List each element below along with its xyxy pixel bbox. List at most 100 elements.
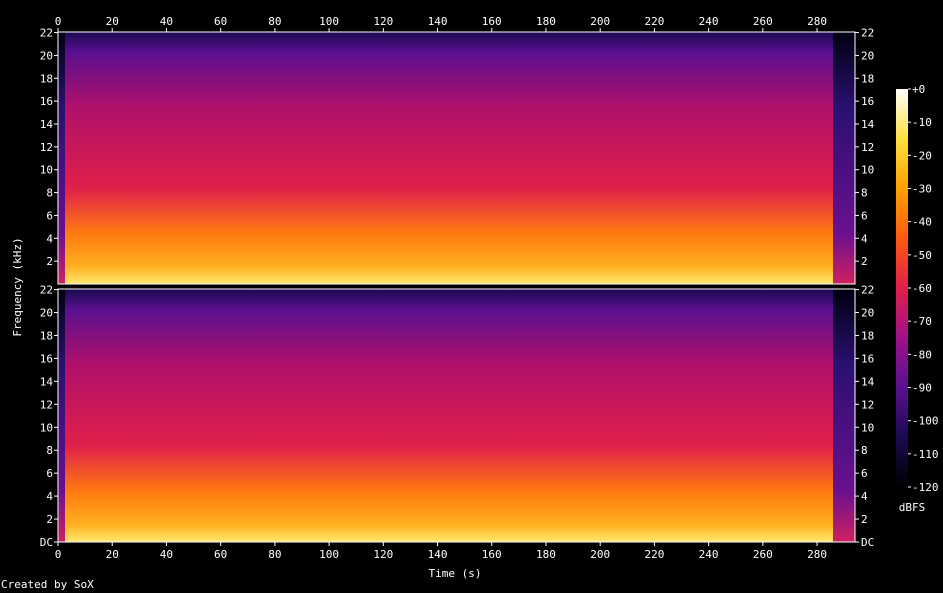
colorbar-tick-label: -100: [912, 415, 939, 428]
x-tick-bottom-label: 60: [214, 548, 227, 561]
x-tick-bottom-label: 100: [319, 548, 339, 561]
x-tick-top-label: 180: [536, 15, 556, 28]
y-tick-left-label: 12: [40, 398, 53, 411]
y-tick-right-label: 22: [861, 27, 874, 40]
y-tick-right-label: 4: [861, 490, 868, 503]
x-tick-bottom-label: 220: [644, 548, 664, 561]
y-tick-right-label: 22: [861, 284, 874, 297]
y-tick-left-label: 4: [46, 232, 53, 245]
x-tick-bottom-label: 80: [268, 548, 281, 561]
y-tick-right-label: 2: [861, 513, 868, 526]
y-tick-left-label: 20: [40, 307, 53, 320]
channel-2-quiet-intro: [58, 289, 65, 542]
y-axis-label: Frequency (kHz): [11, 237, 24, 336]
y-tick-left-label: 2: [46, 255, 53, 268]
x-tick-top-label: 40: [160, 15, 173, 28]
x-tick-bottom-label: 120: [373, 548, 393, 561]
colorbar-tick-label: +0: [912, 83, 925, 96]
y-tick-right-label: 18: [861, 72, 874, 85]
channel-2-frame: [57, 288, 856, 543]
y-tick-left-label: 16: [40, 95, 53, 108]
x-tick-bottom-label: 160: [482, 548, 502, 561]
y-tick-left-label: 18: [40, 72, 53, 85]
y-tick-right-label: 16: [861, 95, 874, 108]
colorbar-tick-label: -110: [912, 448, 939, 461]
y-tick-left-label: 16: [40, 352, 53, 365]
y-tick-right-label: 6: [861, 467, 868, 480]
x-tick-top-label: 20: [106, 15, 119, 28]
x-tick-top-label: 200: [590, 15, 610, 28]
colorbar-tick-label: -70: [912, 315, 932, 328]
x-tick-bottom-label: 280: [807, 548, 827, 561]
x-tick-bottom-label: 200: [590, 548, 610, 561]
x-tick-top-label: 100: [319, 15, 339, 28]
x-tick-bottom-label: 0: [55, 548, 62, 561]
y-tick-right-label: 2: [861, 255, 868, 268]
x-tick-bottom-label: 140: [428, 548, 448, 561]
y-tick-left-label: 22: [40, 27, 53, 40]
y-tick-right-label: 8: [861, 187, 868, 200]
y-tick-right-label: 12: [861, 141, 874, 154]
x-tick-top-label: 80: [268, 15, 281, 28]
y-tick-left-label: 8: [46, 187, 53, 200]
colorbar-tick-label: -120: [912, 481, 939, 494]
channel-2-quiet-outro: [833, 289, 855, 542]
channel-1-quiet-intro: [58, 32, 65, 284]
x-tick-bottom-label: 240: [699, 548, 719, 561]
y-tick-right-label: 18: [861, 329, 874, 342]
y-tick-right-label: 20: [861, 307, 874, 320]
channel-2-spectrogram: [58, 289, 855, 542]
y-tick-right-label: 16: [861, 352, 874, 365]
y-tick-left-label: 22: [40, 284, 53, 297]
y-tick-right-label: 14: [861, 118, 875, 131]
channel-1-quiet-outro: [833, 32, 855, 284]
y-tick-right-label: 6: [861, 209, 868, 222]
colorbar-tick-label: -90: [912, 382, 932, 395]
x-tick-bottom-label: 20: [106, 548, 119, 561]
colorbar-tick-label: -50: [912, 249, 932, 262]
colorbar-gradient: [896, 89, 908, 487]
channel-1-frame: [57, 31, 856, 285]
x-tick-top-label: 60: [214, 15, 227, 28]
y-tick-right-label: 14: [861, 375, 875, 388]
colorbar-label: dBFS: [899, 501, 926, 514]
colorbar-tick-label: -60: [912, 282, 932, 295]
colorbar-tick-label: -10: [912, 116, 932, 129]
y-tick-right-label: 10: [861, 164, 874, 177]
y-tick-right-label: 10: [861, 421, 874, 434]
x-tick-bottom-label: 260: [753, 548, 773, 561]
y-tick-left-label: 6: [46, 467, 53, 480]
x-tick-top-label: 260: [753, 15, 773, 28]
x-tick-top-label: 0: [55, 15, 62, 28]
y-tick-right-label: 20: [861, 49, 874, 62]
channel-1-plot: [57, 31, 856, 285]
x-axis-top: 0 20 40 60 80 100 120 140 160 180 200 220 240 260 280: [55, 15, 827, 32]
credit-text: Created by SoX: [1, 578, 94, 591]
y-tick-right-label: 8: [861, 444, 868, 457]
colorbar-tick-label: -30: [912, 183, 932, 196]
x-tick-top-label: 160: [482, 15, 502, 28]
y-tick-right-label: 4: [861, 232, 868, 245]
colorbar-tick-label: -80: [912, 348, 932, 361]
y-tick-left-label: 4: [46, 490, 53, 503]
y-tick-left-label: 18: [40, 329, 53, 342]
y-tick-left-label: 14: [40, 375, 54, 388]
y-tick-left-label: 12: [40, 141, 53, 154]
x-tick-bottom-label: 180: [536, 548, 556, 561]
x-tick-top-label: 280: [807, 15, 827, 28]
y-tick-left-label: 10: [40, 164, 53, 177]
x-axis-bottom: 0 20 40 60 80 100 120 140 160 180 200 220 240 260 280: [55, 542, 827, 561]
y-tick-right-label: DC: [861, 536, 874, 549]
y-tick-left-label: 14: [40, 118, 54, 131]
x-tick-top-label: 140: [428, 15, 448, 28]
colorbar: +0 -10 -20 -30 -40 -50 -60 -70 -80 -90 -100 -110 -12…: [896, 83, 939, 514]
y-tick-left-label: 8: [46, 444, 53, 457]
y-tick-left-label: 20: [40, 49, 53, 62]
y-tick-left-label: 10: [40, 421, 53, 434]
x-tick-top-label: 120: [373, 15, 393, 28]
colorbar-tick-label: -40: [912, 216, 932, 229]
x-axis-label: Time (s): [429, 567, 482, 580]
channel-1-spectrogram: [58, 32, 855, 284]
channel-2-plot: [57, 288, 856, 543]
